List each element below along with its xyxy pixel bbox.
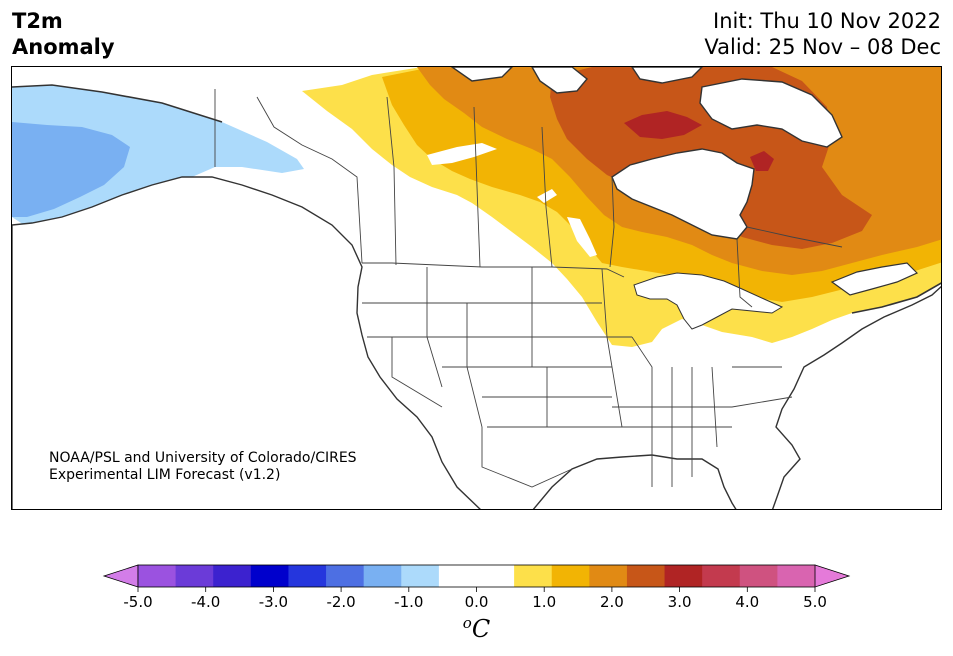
colorbar-swatch (138, 565, 177, 587)
colorbar-unit-label: oC (0, 614, 953, 643)
great-lakes (633, 272, 784, 330)
colorbar-tick-label: -5.0 (123, 593, 152, 611)
hudson-bay (611, 148, 755, 240)
forecast-info: Init: Thu 10 Nov 2022 Valid: 25 Nov – 08… (704, 8, 941, 60)
colorbar-swatch (777, 565, 816, 587)
great-slave-lake (427, 143, 497, 165)
colorbar-tick-label: 3.0 (668, 593, 692, 611)
us-states (362, 267, 793, 488)
pacific-ocean (12, 176, 481, 509)
title-line-1: T2m (12, 9, 63, 33)
colorbar-swatch (401, 565, 440, 587)
colorbar-swatch (514, 565, 553, 587)
colorbar-extend-low (102, 564, 139, 588)
unit-main: C (471, 615, 491, 643)
colorbar-tick-label: -2.0 (326, 593, 355, 611)
coastlines (12, 84, 941, 314)
colorbar-extend-high (814, 564, 851, 588)
figure-title: T2m Anomaly (12, 8, 115, 60)
lake-athabasca (537, 189, 557, 203)
arctic-water-4 (450, 67, 513, 82)
init-date: Init: Thu 10 Nov 2022 (713, 9, 941, 33)
lake-winnipeg (567, 217, 597, 257)
colorbar-swatch (664, 565, 703, 587)
political-borders (214, 89, 843, 488)
arctic-water-1 (699, 78, 843, 148)
atlantic-ocean (771, 285, 941, 509)
colorbar-graphic: -5.0 -4.0 -3.0 -2.0 -1.0 0.0 1.0 2.0 3.0 4.0 5.0 (102, 564, 851, 611)
anomaly-map (11, 66, 942, 510)
unit-superscript: o (462, 614, 472, 632)
valid-period: Valid: 25 Nov – 08 Dec (704, 35, 941, 59)
colorbar-tick-label: 4.0 (735, 593, 759, 611)
canada-provinces (256, 96, 843, 308)
colorbar-swatch (438, 565, 477, 587)
colorbar-swatch (551, 565, 590, 587)
colorbar-swatch (213, 565, 252, 587)
colorbar-tick-label: -1.0 (394, 593, 423, 611)
gulf-of-mexico (532, 454, 737, 509)
colorbar-tick-label: 0.0 (465, 593, 489, 611)
arctic-water-3 (631, 67, 703, 84)
colorbar-tick-label: 2.0 (600, 593, 624, 611)
colorbar-tick-label: 1.0 (532, 593, 556, 611)
gulf-st-lawrence (830, 262, 919, 296)
credit-line-1: NOAA/PSL and University of Colorado/CIRE… (49, 450, 357, 466)
colorbar-tick-label: -3.0 (259, 593, 288, 611)
colorbar-swatch (288, 565, 327, 587)
credit-line-2: Experimental LIM Forecast (v1.2) (49, 467, 281, 483)
title-line-2: Anomaly (12, 35, 115, 59)
warm-anomaly-5a (624, 111, 702, 139)
colorbar-swatch (626, 565, 666, 587)
map-canvas (12, 67, 941, 509)
colorbar-swatch (739, 565, 778, 587)
colorbar-swatch (702, 565, 741, 587)
colorbar-swatch (363, 565, 402, 587)
colorbar-swatch (589, 565, 628, 587)
colorbar-swatch (250, 565, 289, 587)
arctic-water-2 (531, 67, 588, 94)
colorbar-tick-label: -4.0 (191, 593, 220, 611)
us-canada-border (362, 262, 625, 278)
credit-text: NOAA/PSL and University of Colorado/CIRE… (49, 450, 357, 484)
colorbar-swatch (326, 565, 365, 587)
colorbar-tick-label: 5.0 (803, 593, 827, 611)
cool-anomaly-mid (12, 122, 130, 217)
warm-anomaly-5b (750, 151, 774, 171)
colorbar-swatch (476, 565, 515, 587)
colorbar-swatch (175, 565, 214, 587)
colorbar: -5.0 -4.0 -3.0 -2.0 -1.0 0.0 1.0 2.0 3.0 4.0 5.0 (0, 555, 953, 655)
